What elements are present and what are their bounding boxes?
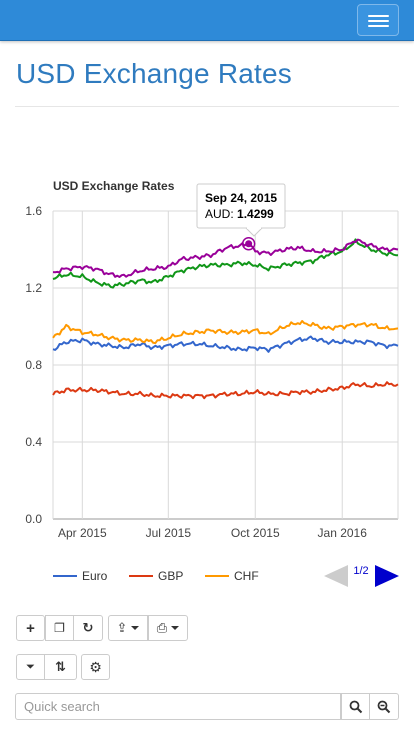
x-tick-label: Apr 2015 [58,526,107,540]
tooltip: Sep 24, 2015 AUD: 1.4299 [196,183,286,251]
exchange-rate-chart: 0.0 0.4 0.8 1.2 1.6 Apr 2015 Jul 2015 Oct 2015 J… [25,179,399,587]
tooltip-pointer [245,227,263,237]
zoom-out-button[interactable] [370,693,399,720]
series-line-cad [52,238,399,289]
tooltip-box [196,183,286,229]
series-line-euro [52,335,399,353]
series-line-aud [52,238,399,278]
title-divider [15,106,399,107]
chart-title: USD Exchange Rates [53,179,175,193]
print-icon: ⎙ [156,620,168,635]
copy-button[interactable]: ❐ [45,615,74,641]
caret-down-icon [171,626,180,630]
series-line-chf [52,320,399,345]
menu-bar [368,25,389,27]
add-button[interactable]: + [16,615,45,641]
axes: 0.0 0.4 0.8 1.2 1.6 Apr 2015 Jul 2015 Oct 2015 J… [25,204,367,540]
pager-prev-icon[interactable] [324,565,348,587]
menu-bar [368,20,389,22]
legend-label-chf: CHF [234,569,259,583]
top-navbar [0,0,414,41]
grid [52,210,399,520]
legend-label-gbp: GBP [158,569,183,583]
copy-icon: ❐ [54,621,65,635]
filter-button[interactable]: ⏷ [16,654,45,680]
sort-button[interactable]: ⇅ [45,654,77,680]
print-button[interactable]: ⎙ [148,615,188,641]
refresh-button[interactable]: ↻ [74,615,103,641]
plus-icon: + [26,619,35,637]
caret-down-icon [131,626,140,630]
search-button[interactable] [341,693,370,720]
pager-next-icon[interactable] [375,565,399,587]
tooltip-marker-dot [245,240,253,248]
sort-icon: ⇅ [55,659,66,674]
legend-pager: 1/2 [324,565,399,587]
series-lines [52,238,399,400]
x-tick-label: Oct 2015 [231,526,280,540]
settings-button[interactable]: ⚙ [81,654,110,680]
legend-label-euro: Euro [82,569,108,583]
y-tick-label: 1.2 [25,281,42,295]
menu-bar [368,15,389,17]
tooltip-marker-ring [241,236,256,251]
y-tick-label: 0.0 [25,512,42,526]
quick-search-input[interactable] [15,693,341,720]
zoom-out-icon [377,700,391,713]
quick-search-group [15,693,399,720]
y-tick-label: 0.4 [25,435,42,449]
tooltip-value: 1.4299 [237,207,274,221]
tooltip-date: Sep 24, 2015 [205,191,277,205]
y-tick-label: 0.8 [25,358,42,372]
refresh-icon: ↻ [82,620,94,635]
search-icon [349,700,362,713]
x-tick-label: Jan 2016 [318,526,368,540]
series-line-gbp [52,381,399,400]
legend: Euro GBP CHF [53,569,259,583]
gear-icon: ⚙ [89,658,102,675]
export-icon: ⇪ [116,620,128,635]
tooltip-series-label: AUD: 1.4299 [205,207,274,221]
pager-label: 1/2 [353,565,368,577]
page-title: USD Exchange Rates [16,58,292,89]
hamburger-icon[interactable] [357,4,399,36]
filter-icon: ⏷ [26,660,35,673]
export-button[interactable]: ⇪ [108,615,148,641]
x-tick-label: Jul 2015 [146,526,192,540]
y-tick-label: 1.6 [25,204,42,218]
